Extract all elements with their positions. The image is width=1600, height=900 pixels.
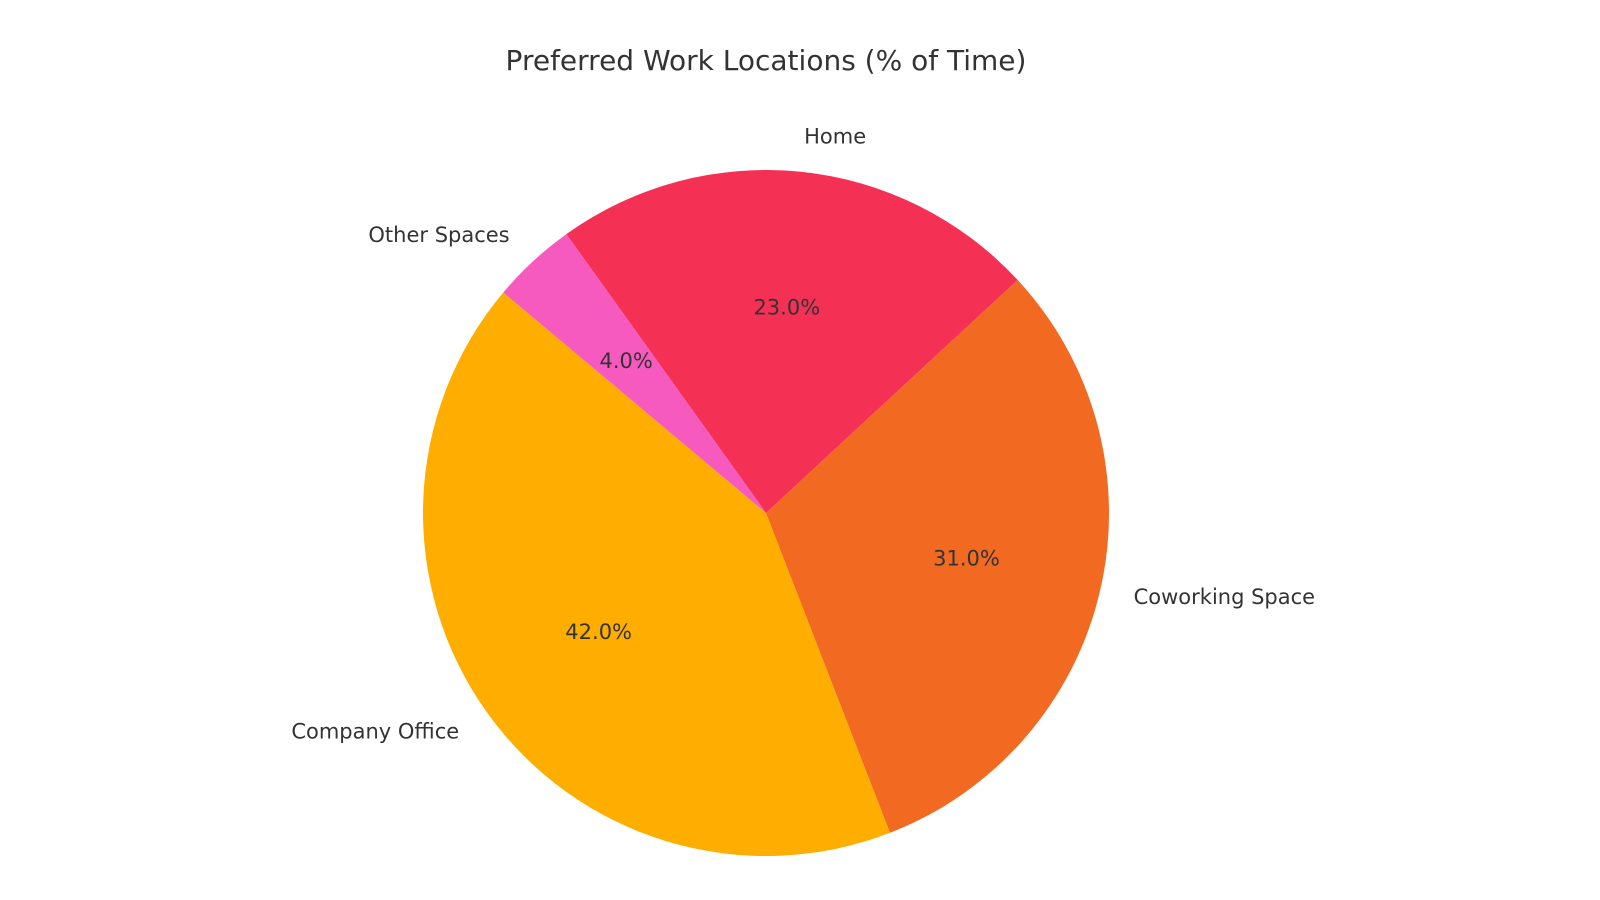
pie-slices <box>423 170 1109 856</box>
pie-slice-company-office <box>423 292 891 856</box>
pie-slice-coworking-space <box>766 279 1109 833</box>
pie-labels: Company Office 42.0% Coworking Space 31.0% H… <box>291 125 1315 744</box>
slice-label-company-office: Company Office <box>291 720 459 744</box>
pct-label-company-office: 42.0% <box>565 620 632 644</box>
pct-label-coworking-space: 31.0% <box>933 546 1000 570</box>
pct-label-home: 23.0% <box>753 295 820 319</box>
pie-slice-home <box>566 170 1018 513</box>
slice-label-other-spaces: Other Spaces <box>368 223 509 247</box>
pct-label-other-spaces: 4.0% <box>599 349 652 373</box>
pie-slice-other-spaces <box>503 234 766 513</box>
slice-label-home: Home <box>804 125 866 149</box>
slice-label-coworking-space: Coworking Space <box>1134 585 1315 609</box>
chart-title: Preferred Work Locations (% of Time) <box>506 44 1027 77</box>
